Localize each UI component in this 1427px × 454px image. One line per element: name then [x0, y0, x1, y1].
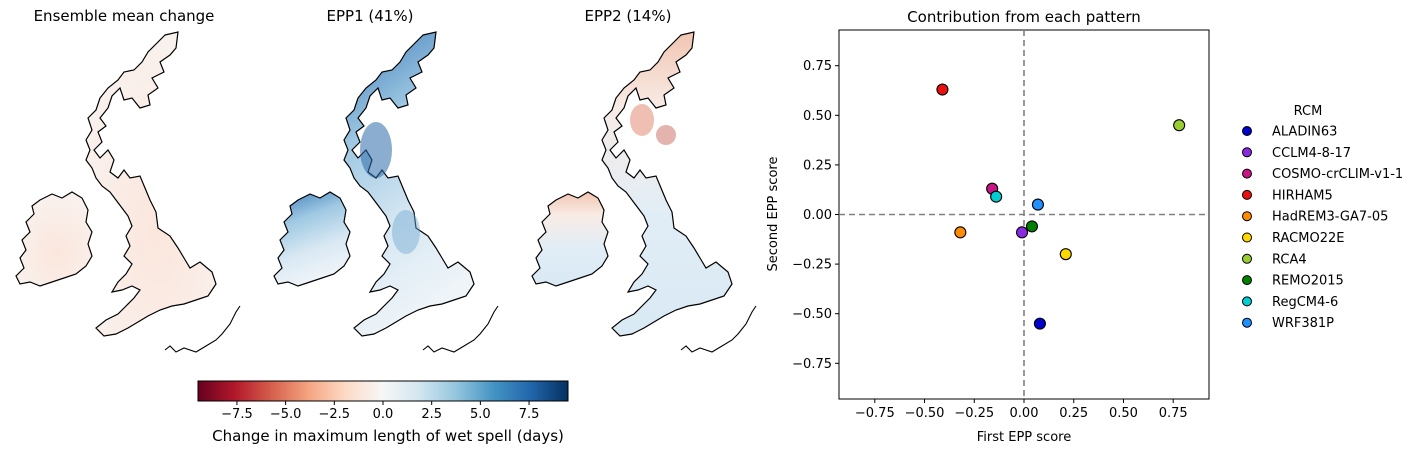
data-point-hadrem3-ga7-05: [954, 226, 967, 239]
legend-label: COSMO-crCLIM-v1-1: [1272, 167, 1403, 182]
legend-marker: [1242, 211, 1252, 222]
x-tick-label: 0.50: [1109, 406, 1138, 421]
data-point-wrf381p: [1031, 198, 1044, 211]
data-point-aladin63: [1033, 317, 1046, 330]
legend-marker: [1242, 126, 1252, 136]
legend-label: HIRHAM5: [1272, 188, 1333, 203]
map-ensemble-mean: [15, 31, 241, 353]
legend-label: RACMO22E: [1272, 231, 1344, 246]
legend-label: ALADIN63: [1272, 125, 1337, 140]
legend-label: CCLM4-8-17: [1272, 146, 1351, 161]
colorbar-tick-label: 5.0: [470, 407, 491, 418]
legend-marker: [1242, 168, 1252, 179]
colorbar-tick-label: 7.5: [519, 407, 540, 418]
map-title-epp1: EPP1 (41%): [326, 7, 414, 25]
data-point-remo2015: [1025, 220, 1039, 233]
y-tick-label: −0.75: [792, 357, 832, 372]
legend-marker: [1242, 317, 1252, 328]
legend-label: REMO2015: [1272, 274, 1344, 289]
x-axis-label: First EPP score: [977, 430, 1071, 445]
legend-label: RCA4: [1272, 252, 1307, 267]
data-point-cclm4-8-17: [1015, 226, 1029, 239]
y-tick-label: 0.50: [803, 109, 832, 124]
map-epp2: [531, 31, 757, 353]
legend-marker: [1242, 296, 1252, 307]
colorbar-label: Change in maximum length of wet spell (d…: [212, 427, 564, 445]
legend: RCM ALADIN63 CCLM4-8-17 COSMO-crCLIM-v1-1 H…: [1242, 104, 1403, 331]
y-tick-label: −0.50: [792, 307, 832, 322]
map-title-ensemble-mean: Ensemble mean change: [33, 7, 215, 25]
y-tick-label: 0.00: [803, 208, 832, 223]
maps-panel: [15, 31, 757, 353]
y-tick-label: −0.25: [792, 258, 832, 273]
data-point-regcm4-6: [990, 190, 1003, 203]
map-epp1: [273, 31, 499, 353]
colorbar-tick-label: −7.5: [221, 407, 253, 418]
x-tick-label: 0.75: [1159, 406, 1188, 421]
y-tick-label: 0.75: [803, 59, 832, 74]
legend-marker: [1242, 189, 1252, 200]
legend-marker: [1242, 253, 1252, 264]
scatter-chart: Contribution from each pattern −0.75 −0.5…: [766, 8, 1403, 445]
x-tick-label: −0.50: [905, 406, 945, 421]
x-tick-label: −0.75: [855, 406, 895, 421]
colorbar: −7.5 −5.0 −2.5 0.0 2.5 5.0 7.5: [197, 380, 569, 418]
legend-label: HadREM3-GA7-05: [1272, 210, 1388, 225]
colorbar-tick-label: 0.0: [373, 407, 394, 418]
y-axis-label: Second EPP score: [766, 157, 781, 272]
x-tick-label: 0.00: [1010, 406, 1039, 421]
data-point-racmo22e: [1059, 248, 1072, 261]
colorbar-gradient: [197, 380, 569, 402]
y-tick-label: 0.25: [803, 158, 832, 173]
legend-label: RegCM4-6: [1272, 295, 1338, 310]
x-tick-label: −0.25: [954, 406, 994, 421]
map-title-epp2: EPP2 (14%): [584, 7, 672, 25]
x-tick-label: 0.25: [1059, 406, 1088, 421]
data-point-hirham5: [936, 83, 949, 96]
chart-title: Contribution from each pattern: [907, 8, 1141, 26]
legend-marker: [1242, 232, 1252, 243]
legend-label: WRF381P: [1272, 316, 1334, 331]
colorbar-tick-label: 2.5: [421, 407, 442, 418]
legend-marker: [1242, 147, 1252, 158]
legend-title: RCM: [1294, 104, 1323, 119]
colorbar-tick-label: −5.0: [270, 407, 302, 418]
legend-marker: [1242, 275, 1252, 286]
data-point-rca4: [1173, 119, 1186, 132]
colorbar-tick-label: −2.5: [319, 407, 351, 418]
